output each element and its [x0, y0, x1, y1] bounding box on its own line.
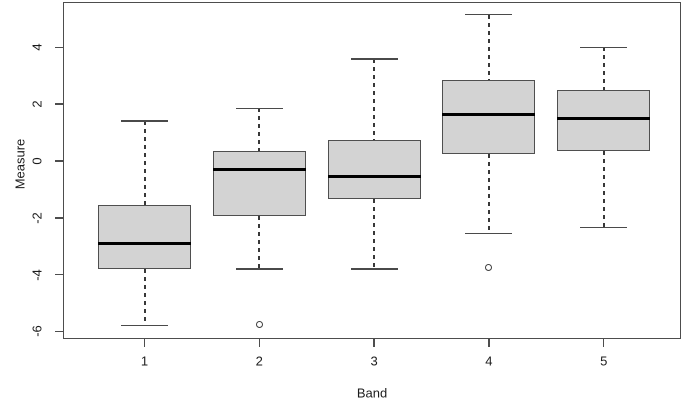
- boxplot-box: [442, 80, 536, 154]
- whisker-upper: [602, 47, 605, 90]
- median-line: [442, 112, 536, 116]
- whisker-lower: [373, 199, 376, 269]
- outlier-point: [485, 264, 493, 271]
- plot-area: [63, 2, 681, 339]
- y-tick-label: -2: [29, 212, 45, 224]
- x-tick-label: 1: [140, 353, 149, 369]
- median-line: [98, 241, 191, 245]
- y-tick-label: 2: [29, 100, 45, 108]
- x-tick: [373, 339, 375, 347]
- boxplot-box: [557, 90, 651, 152]
- y-tick: [55, 217, 63, 219]
- y-tick: [55, 160, 63, 162]
- outlier-point: [255, 320, 263, 328]
- whisker-cap-upper: [350, 58, 398, 60]
- whisker-lower: [143, 268, 146, 326]
- boxplot-box: [212, 151, 306, 217]
- y-tick: [55, 46, 63, 49]
- x-axis-title: Band: [356, 385, 388, 401]
- y-tick-label: -6: [29, 325, 45, 338]
- y-tick: [55, 103, 63, 105]
- median-line: [327, 175, 421, 179]
- whisker-upper: [143, 121, 146, 205]
- x-tick-label: 3: [370, 353, 378, 369]
- whisker-cap-lower: [465, 232, 513, 235]
- whisker-cap-upper: [580, 46, 628, 49]
- median-line: [557, 116, 651, 120]
- whisker-lower: [487, 153, 490, 234]
- x-tick-label: 5: [600, 353, 608, 369]
- whisker-cap-lower: [121, 324, 168, 327]
- x-tick-label: 4: [485, 353, 493, 369]
- x-tick: [602, 339, 605, 347]
- x-tick-label: 2: [255, 353, 263, 369]
- boxplot-box: [327, 139, 421, 200]
- y-tick: [55, 273, 63, 276]
- whisker-lower: [258, 216, 261, 269]
- boxplot-box: [98, 205, 191, 269]
- y-tick-label: 0: [29, 157, 45, 165]
- y-tick-label: -4: [29, 268, 45, 281]
- whisker-lower: [602, 151, 605, 228]
- whisker-upper: [258, 108, 261, 152]
- whisker-cap-lower: [580, 226, 628, 229]
- y-tick-label: 4: [29, 43, 45, 52]
- x-tick: [488, 339, 490, 347]
- whisker-cap-upper: [121, 120, 168, 122]
- median-line: [212, 168, 306, 172]
- x-tick: [258, 339, 261, 347]
- whisker-upper: [487, 14, 490, 81]
- whisker-cap-lower: [235, 268, 283, 270]
- whisker-upper: [373, 58, 376, 140]
- whisker-cap-lower: [350, 268, 398, 270]
- whisker-cap-upper: [235, 107, 283, 110]
- y-axis-title: Measure: [12, 138, 28, 190]
- y-tick: [55, 330, 63, 333]
- whisker-cap-upper: [465, 13, 513, 16]
- x-tick: [143, 339, 146, 347]
